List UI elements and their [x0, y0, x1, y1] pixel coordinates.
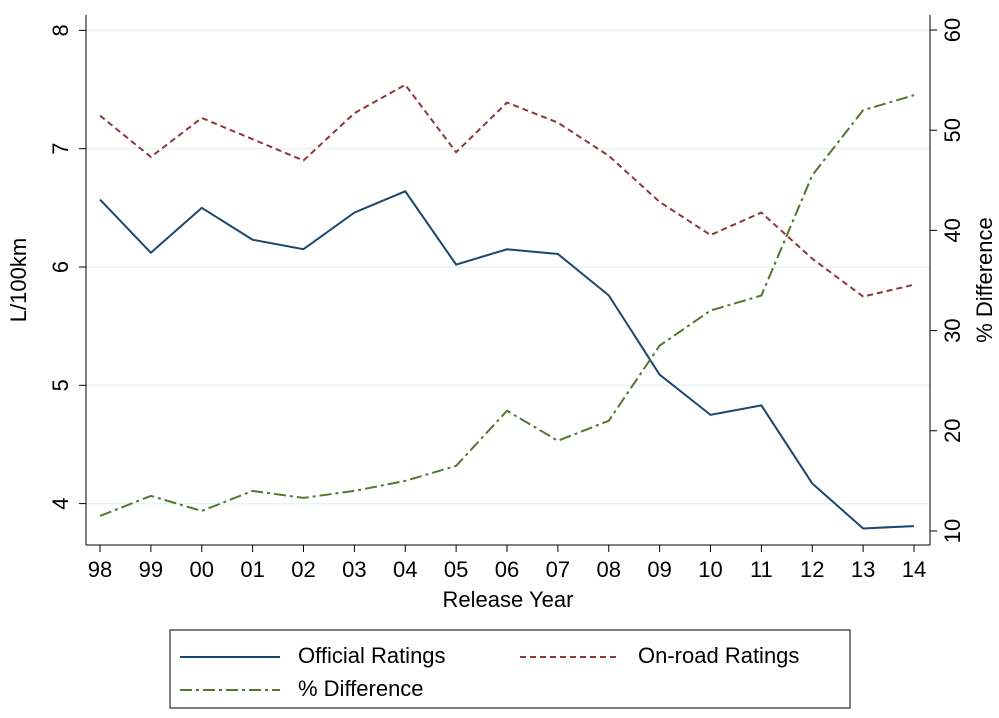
x-axis-title: Release Year: [443, 587, 574, 612]
y-tick-label: 8: [48, 24, 73, 36]
y-tick-label: 5: [48, 379, 73, 391]
x-tick-label: 03: [342, 557, 366, 582]
x-tick-label: 98: [88, 557, 112, 582]
y2-tick-label: 40: [940, 218, 965, 242]
y-tick-label: 6: [48, 261, 73, 273]
y-tick-label: 7: [48, 143, 73, 155]
x-tick-label: 99: [139, 557, 163, 582]
legend-label: % Difference: [298, 676, 424, 701]
x-tick-label: 11: [750, 557, 773, 582]
series-line: [99, 190, 915, 530]
x-tick-label: 08: [597, 557, 621, 582]
x-tick-label: 10: [698, 557, 722, 582]
legend-label: On-road Ratings: [638, 643, 799, 668]
y2-tick-label: 10: [940, 519, 965, 543]
y-axis-title: L/100km: [6, 238, 31, 322]
x-tick-label: 02: [291, 557, 315, 582]
y2-tick-label: 30: [940, 318, 965, 342]
x-tick-label: 07: [546, 557, 570, 582]
x-tick-label: 05: [444, 557, 468, 582]
x-tick-label: 12: [800, 557, 824, 582]
legend-box: [169, 629, 851, 709]
y2-axis-title: % Difference: [972, 217, 997, 343]
y2-tick-label: 20: [940, 419, 965, 443]
x-tick-label: 00: [190, 557, 214, 582]
x-tick-label: 06: [495, 557, 519, 582]
x-tick-label: 14: [902, 557, 926, 582]
x-tick-label: 09: [647, 557, 671, 582]
legend-label: Official Ratings: [298, 643, 446, 668]
series-line: [99, 94, 915, 517]
x-tick-label: 13: [851, 557, 875, 582]
series-line: [99, 83, 915, 298]
y2-tick-label: 50: [940, 118, 965, 142]
y-tick-label: 4: [48, 497, 73, 509]
x-tick-label: 04: [393, 557, 417, 582]
x-tick-label: 01: [240, 557, 264, 582]
y2-tick-label: 60: [940, 18, 965, 42]
